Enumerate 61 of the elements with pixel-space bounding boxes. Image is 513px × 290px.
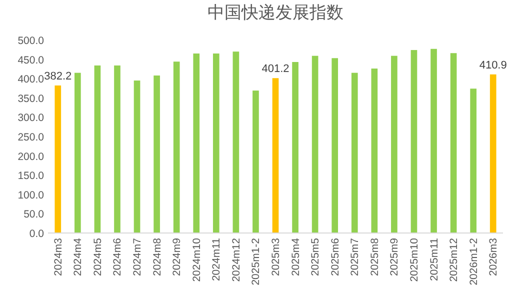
y-tick-label: 100.0 [18, 189, 44, 202]
bar [54, 85, 62, 233]
bar [292, 62, 298, 233]
bar [134, 80, 140, 233]
x-tick-label: 2024m3 [52, 238, 64, 276]
x-tick-label: 2024m11 [210, 238, 223, 282]
y-tick-label: 500.0 [18, 35, 44, 47]
bar [410, 50, 418, 233]
bar [490, 74, 496, 233]
x-tick-label: 2025m11 [428, 238, 440, 282]
bar [450, 53, 457, 233]
y-tick-label: 0.0 [29, 228, 44, 240]
x-tick-label: 2025m12 [448, 238, 460, 282]
x-tick-label: 2024m4 [72, 238, 84, 276]
chart-title: 中国快递发展指数 [208, 3, 344, 23]
y-tick-label: 150.0 [18, 170, 44, 182]
y-tick-label: 50.0 [24, 208, 44, 221]
x-tick-label: 2026m1-2 [468, 238, 480, 286]
x-tick-label: 2024m7 [132, 238, 144, 276]
y-tick-label: 250.0 [18, 132, 44, 144]
x-tick-label: 2024m12 [230, 238, 242, 282]
bar [252, 90, 259, 233]
data-label: 382.2 [44, 70, 72, 82]
bar [351, 72, 358, 233]
x-tick-label: 2024m10 [190, 238, 203, 282]
x-tick-label: 2025m7 [349, 238, 362, 276]
bar [430, 48, 437, 233]
y-tick-label: 350.0 [18, 92, 44, 105]
bar [232, 52, 240, 233]
x-tick-label: 2025m1-2 [250, 238, 262, 286]
data-label: 410.9 [479, 59, 507, 72]
x-tick-label: 2025m6 [329, 238, 342, 276]
y-tick-label: 200.0 [18, 150, 44, 163]
bar [154, 76, 160, 233]
y-tick-label: 300.0 [18, 112, 44, 124]
x-tick-label: 2025m3 [270, 238, 282, 276]
x-tick-label: 2024m8 [151, 238, 164, 276]
bar [212, 54, 220, 233]
bar [193, 54, 200, 233]
x-tick-label: 2024m6 [112, 238, 124, 276]
bar [470, 88, 476, 233]
x-tick-label: 2025m10 [408, 238, 420, 282]
x-tick-label: 2025m5 [310, 238, 322, 276]
y-tick-label: 450.0 [18, 54, 44, 66]
bar [272, 78, 279, 233]
x-tick-label: 2024m9 [171, 238, 184, 276]
bar [312, 56, 318, 233]
x-tick-label: 2025m9 [388, 238, 401, 276]
bar [173, 62, 180, 233]
bar [74, 72, 81, 233]
x-tick-label: 2024m5 [92, 238, 104, 276]
x-tick-label: 2025m8 [368, 238, 381, 276]
x-tick-label: 2026m3 [488, 238, 500, 276]
bar [114, 65, 120, 233]
bar [391, 56, 398, 233]
bar [332, 58, 338, 233]
x-tick-label: 2025m4 [290, 238, 302, 276]
bar [371, 68, 378, 233]
bar [94, 65, 101, 233]
y-tick-label: 400.0 [18, 74, 44, 86]
data-label: 401.2 [262, 63, 290, 76]
